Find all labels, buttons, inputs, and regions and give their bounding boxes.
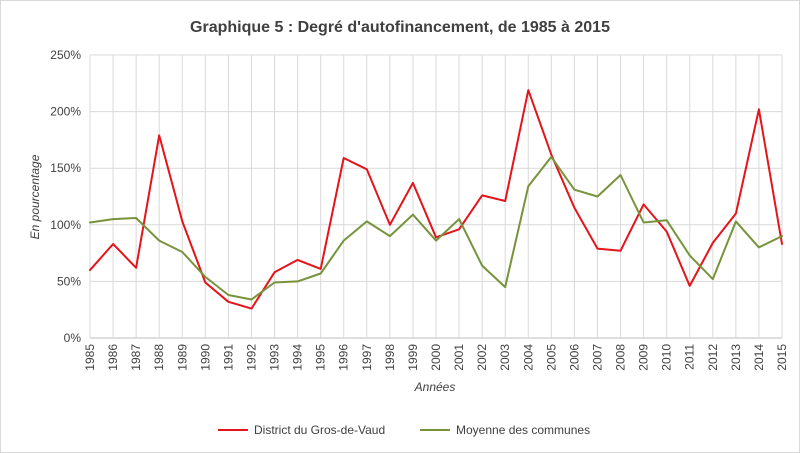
x-tick-label: 2008 [614,344,628,371]
x-tick-label: 1990 [198,344,212,371]
x-tick-label: 1998 [383,344,397,371]
x-tick-label: 1993 [268,344,282,371]
x-tick-label: 2015 [775,344,789,371]
x-tick-label: 1991 [221,344,235,371]
x-tick-label: 1999 [406,344,420,371]
x-tick-label: 1995 [314,344,328,371]
legend-item-district: District du Gros-de-Vaud [218,423,385,437]
legend-item-moyenne: Moyenne des communes [420,423,590,437]
y-tick-label: 0% [64,331,82,345]
legend-label-moyenne: Moyenne des communes [456,423,590,437]
x-axis-ticks: 1985 1986 1987 1988 1989 1990 1991 1992 1993 1994… [83,344,789,371]
x-tick-label: 2011 [683,344,697,370]
x-tick-label: 2000 [429,344,443,371]
legend: District du Gros-de-Vaud Moyenne des com… [218,423,590,437]
x-tick-label: 1987 [129,344,143,371]
series-line-moyenne [89,155,783,301]
x-tick-label: 2005 [544,344,558,371]
y-tick-label: 200% [50,105,81,119]
x-tick-label: 1996 [337,344,351,371]
x-tick-label: 2003 [498,344,512,371]
chart-title: Graphique 5 : Degré d'autofinancement, d… [190,19,610,36]
y-tick-label: 100% [50,218,81,232]
y-tick-label: 50% [57,274,81,288]
x-tick-label: 2013 [729,344,743,371]
x-tick-label: 2006 [567,344,581,371]
grid-lines [89,54,783,339]
x-tick-label: 2012 [706,344,720,371]
x-tick-label: 1994 [291,344,305,371]
x-axis-title: Années [414,380,456,394]
x-tick-label: 1992 [244,344,258,371]
x-tick-label: 2010 [660,344,674,371]
x-tick-label: 1997 [360,344,374,371]
y-tick-label: 250% [50,48,81,62]
x-tick-label: 2009 [637,344,651,371]
x-tick-label: 2001 [452,344,466,371]
x-tick-label: 1988 [152,344,166,371]
x-tick-label: 2002 [475,344,489,371]
legend-label-district: District du Gros-de-Vaud [254,423,385,437]
y-axis-title: En pourcentage [28,154,42,239]
y-tick-label: 150% [50,161,81,175]
series-lines [89,89,783,310]
x-tick-label: 1986 [106,344,120,371]
x-tick-label: 1985 [83,344,97,371]
x-tick-label: 2014 [752,344,766,371]
x-tick-label: 2007 [590,344,604,371]
x-tick-label: 1989 [175,344,189,371]
x-tick-label: 2004 [521,344,535,371]
y-axis-ticks: 0% 50% 100% 150% 200% 250% [50,48,81,345]
series-line-district [89,89,783,310]
